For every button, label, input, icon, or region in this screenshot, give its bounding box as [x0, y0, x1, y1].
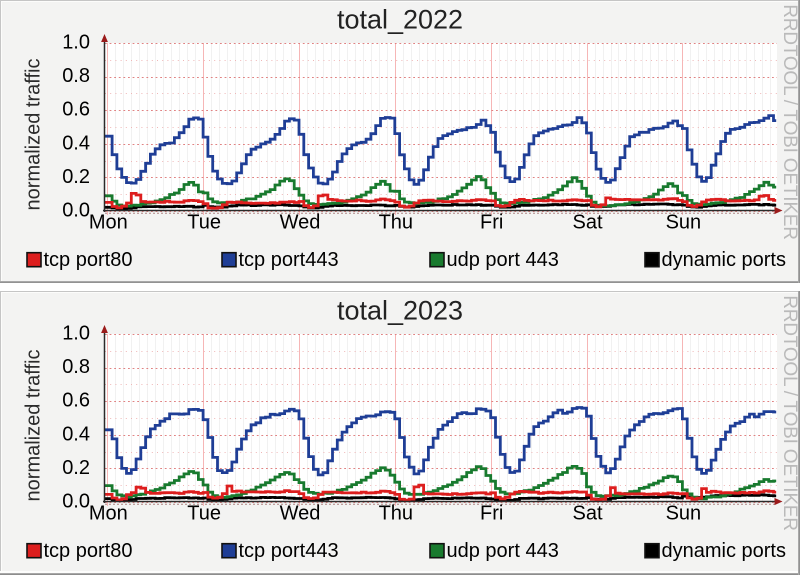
svg-text:1.0: 1.0: [62, 323, 90, 345]
svg-text:tcp port80: tcp port80: [44, 249, 133, 271]
svg-text:Tue: Tue: [187, 503, 221, 525]
svg-text:Sun: Sun: [666, 212, 702, 234]
svg-text:Mon: Mon: [89, 212, 128, 234]
svg-text:Mon: Mon: [89, 503, 128, 525]
svg-text:0.0: 0.0: [62, 491, 90, 513]
svg-text:0.4: 0.4: [62, 132, 90, 154]
svg-text:Wed: Wed: [280, 503, 321, 525]
svg-text:udp port 443: udp port 443: [447, 540, 559, 562]
svg-text:RRDTOOL / TOBI OETIKER: RRDTOOL / TOBI OETIKER: [779, 4, 800, 240]
svg-text:total_2023: total_2023: [337, 296, 463, 326]
svg-text:0.8: 0.8: [62, 65, 90, 87]
svg-text:Wed: Wed: [280, 212, 321, 234]
svg-text:total_2022: total_2022: [337, 5, 463, 35]
svg-text:Thu: Thu: [379, 212, 413, 234]
svg-text:0.2: 0.2: [62, 457, 90, 479]
svg-text:Sat: Sat: [572, 503, 602, 525]
svg-text:Tue: Tue: [187, 212, 221, 234]
svg-text:tcp port443: tcp port443: [239, 249, 339, 271]
svg-text:udp port 443: udp port 443: [447, 249, 559, 271]
svg-text:RRDTOOL / TOBI OETIKER: RRDTOOL / TOBI OETIKER: [779, 295, 800, 531]
svg-text:0.2: 0.2: [62, 166, 90, 188]
svg-text:normalized traffic: normalized traffic: [23, 59, 45, 211]
svg-text:dynamic ports: dynamic ports: [662, 540, 787, 562]
svg-text:Fri: Fri: [480, 503, 503, 525]
svg-text:0.4: 0.4: [62, 423, 90, 445]
svg-text:0.6: 0.6: [62, 390, 90, 412]
svg-text:0.0: 0.0: [62, 200, 90, 222]
svg-text:tcp port443: tcp port443: [239, 540, 339, 562]
svg-text:Sat: Sat: [572, 212, 602, 234]
svg-text:dynamic ports: dynamic ports: [662, 249, 787, 271]
svg-text:Sun: Sun: [666, 503, 702, 525]
svg-text:tcp port80: tcp port80: [44, 540, 133, 562]
svg-text:1.0: 1.0: [62, 32, 90, 54]
svg-text:0.6: 0.6: [62, 99, 90, 121]
svg-text:Thu: Thu: [379, 503, 413, 525]
svg-text:normalized traffic: normalized traffic: [23, 350, 45, 502]
svg-text:Fri: Fri: [480, 212, 503, 234]
svg-text:0.8: 0.8: [62, 356, 90, 378]
